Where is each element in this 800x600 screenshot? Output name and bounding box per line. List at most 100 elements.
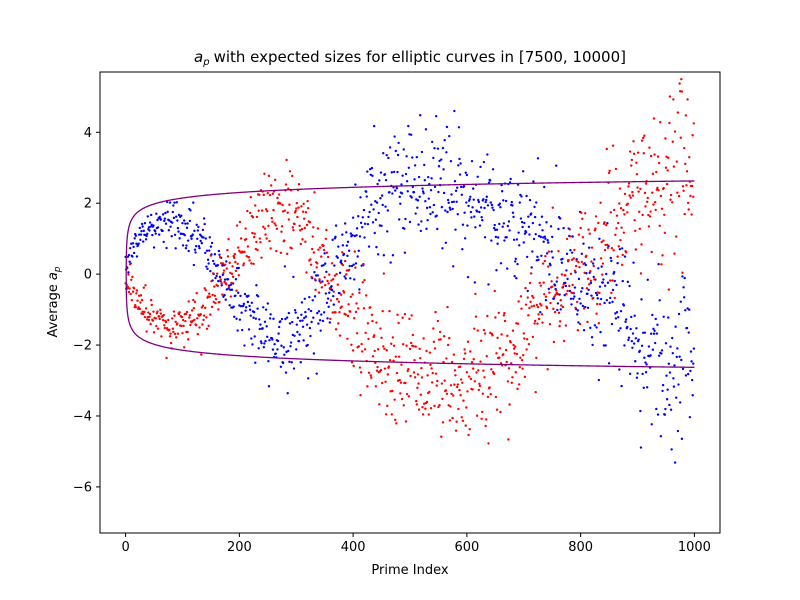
scatter-point xyxy=(134,306,138,309)
scatter-point xyxy=(323,252,326,255)
scatter-point xyxy=(285,316,289,319)
scatter-point xyxy=(426,218,429,222)
scatter-point xyxy=(420,150,424,154)
scatter-point xyxy=(614,167,618,171)
scatter-point xyxy=(648,146,651,149)
scatter-point xyxy=(407,367,410,371)
scatter-point xyxy=(478,210,481,214)
scatter-point xyxy=(391,254,395,257)
scatter-point xyxy=(349,277,352,280)
scatter-point xyxy=(486,204,490,207)
scatter-point xyxy=(131,290,135,293)
scatter-point xyxy=(304,315,308,318)
scatter-point xyxy=(623,255,627,258)
scatter-point xyxy=(191,319,194,323)
scatter-point xyxy=(636,186,639,189)
scatter-point xyxy=(643,191,647,195)
scatter-point xyxy=(365,195,368,198)
scatter-point xyxy=(322,264,325,267)
scatter-point xyxy=(571,235,574,238)
scatter-point xyxy=(450,193,453,196)
scatter-point xyxy=(248,211,252,215)
scatter-point xyxy=(231,265,234,268)
scatter-point xyxy=(233,256,236,260)
scatter-point xyxy=(134,303,137,307)
scatter-point xyxy=(188,314,192,317)
scatter-point xyxy=(489,331,492,335)
scatter-point xyxy=(369,374,372,377)
scatter-point xyxy=(364,331,367,335)
scatter-point xyxy=(661,383,665,387)
scatter-point xyxy=(328,273,331,276)
scatter-point xyxy=(452,200,455,203)
scatter-point xyxy=(503,311,506,315)
scatter-point xyxy=(603,301,606,305)
scatter-point xyxy=(653,341,657,345)
scatter-point xyxy=(188,219,192,223)
scatter-point xyxy=(251,216,255,219)
scatter-point xyxy=(630,164,633,167)
scatter-point xyxy=(405,155,408,158)
scatter-point xyxy=(356,255,359,258)
scatter-point xyxy=(353,278,356,281)
scatter-point xyxy=(515,238,519,241)
scatter-point xyxy=(449,160,453,163)
scatter-point xyxy=(325,270,328,274)
scatter-point xyxy=(599,257,603,260)
scatter-point xyxy=(568,289,572,293)
scatter-point xyxy=(402,148,405,151)
chart-title: ap with expected sizes for elliptic curve… xyxy=(194,48,626,68)
scatter-point xyxy=(564,284,568,288)
scatter-point xyxy=(413,376,417,379)
scatter-point xyxy=(379,368,383,372)
scatter-point xyxy=(515,352,519,356)
scatter-point xyxy=(465,406,468,409)
scatter-point xyxy=(287,349,290,353)
scatter-point xyxy=(578,322,582,326)
scatter-point xyxy=(284,183,288,186)
scatter-point xyxy=(690,378,694,382)
scatter-point xyxy=(675,355,678,359)
scatter-point xyxy=(361,216,364,219)
scatter-point xyxy=(221,262,225,265)
scatter-point xyxy=(689,350,693,353)
scatter-point xyxy=(467,433,470,437)
scatter-point xyxy=(529,300,532,304)
scatter-point xyxy=(148,315,151,319)
scatter-point xyxy=(598,302,602,306)
scatter-point xyxy=(573,286,577,289)
scatter-point xyxy=(581,217,584,221)
scatter-point xyxy=(296,316,300,320)
scatter-point xyxy=(296,215,299,219)
scatter-point xyxy=(246,245,250,248)
scatter-point xyxy=(664,407,667,411)
scatter-point xyxy=(410,196,413,199)
scatter-point xyxy=(679,136,682,139)
scatter-point xyxy=(314,288,317,292)
scatter-point xyxy=(559,299,562,302)
scatter-point xyxy=(347,268,351,272)
scatter-point xyxy=(209,254,213,257)
scatter-point xyxy=(270,184,273,187)
scatter-point xyxy=(526,289,529,293)
scatter-point xyxy=(405,392,409,396)
scatter-point xyxy=(226,255,230,258)
scatter-point xyxy=(432,340,436,344)
scatter-point xyxy=(389,261,392,264)
scatter-point xyxy=(154,232,157,235)
scatter-point xyxy=(377,211,380,215)
scatter-point xyxy=(325,251,329,254)
scatter-point xyxy=(652,203,655,206)
scatter-point xyxy=(197,225,200,229)
scatter-point xyxy=(351,349,355,352)
scatter-point xyxy=(335,297,339,301)
scatter-point xyxy=(318,279,321,283)
scatter-point xyxy=(671,140,674,143)
scatter-point xyxy=(402,404,405,407)
scatter-point xyxy=(305,223,309,227)
scatter-point xyxy=(535,201,538,204)
scatter-point xyxy=(341,233,344,236)
scatter-point xyxy=(433,147,436,150)
scatter-point xyxy=(163,219,166,223)
scatter-point xyxy=(279,202,282,205)
